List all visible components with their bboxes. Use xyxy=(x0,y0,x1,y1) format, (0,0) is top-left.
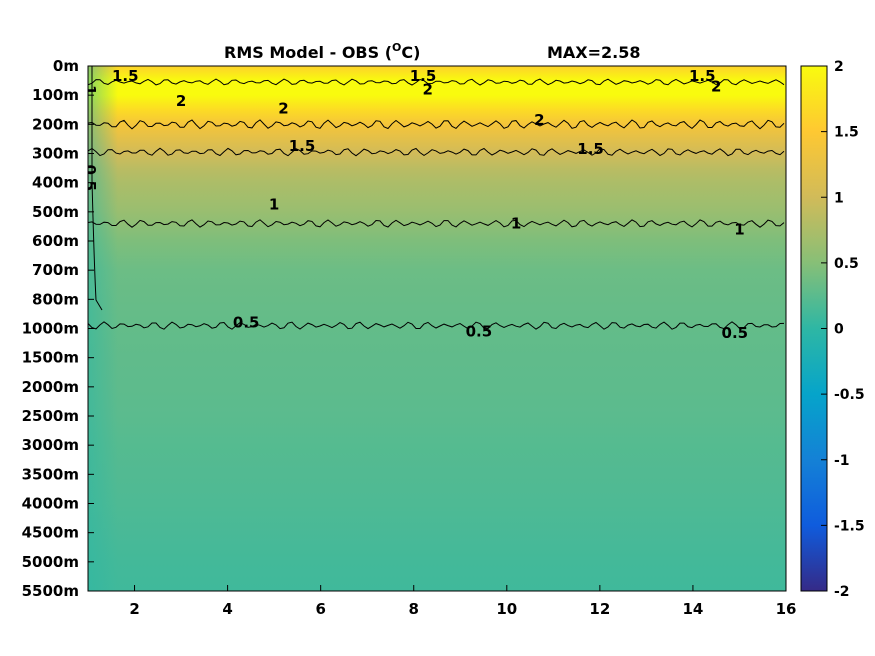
y-tick-label: 3000m xyxy=(22,436,79,454)
max-label: MAX=2.58 xyxy=(547,43,641,62)
chart-title: RMS Model - OBS (OC) xyxy=(224,41,420,62)
contour-label: 2 xyxy=(422,80,432,98)
colorbar-tick-label: 0.5 xyxy=(834,256,859,272)
contour-lines xyxy=(88,66,785,330)
x-tick-label: 4 xyxy=(222,600,232,618)
heatmap-field xyxy=(88,66,786,591)
x-tick-label: 2 xyxy=(129,600,139,618)
colorbar-tick-label: 0 xyxy=(834,322,844,338)
y-tick-label: 700m xyxy=(32,261,79,279)
x-tick-label: 6 xyxy=(315,600,325,618)
y-tick-label: 1500m xyxy=(22,349,79,367)
contour-line-1 xyxy=(88,219,785,228)
contour-label: 1 xyxy=(269,196,279,214)
y-tick-label: 400m xyxy=(32,174,79,192)
contour-line-1-5 xyxy=(88,147,785,157)
y-tick-label: 100m xyxy=(32,86,79,104)
y-tick-label: 3500m xyxy=(22,465,79,483)
contour-line-0-5 xyxy=(88,321,785,330)
y-tick-label: 2000m xyxy=(22,378,79,396)
y-tick-label: 4500m xyxy=(22,524,79,542)
colorbar-tick-label: 2 xyxy=(834,59,844,75)
colorbar-tick-label: -1.5 xyxy=(834,518,865,534)
colorbar-tick-label: -1 xyxy=(834,453,850,469)
colorbar-tick-label: 1.5 xyxy=(834,125,859,141)
y-axis: 0m 100m 200m 300m 400m 500m 600m 700m 800m 1000m 1… xyxy=(22,57,94,600)
contour-line-left-edge xyxy=(91,66,103,311)
y-tick-label: 5500m xyxy=(22,582,79,600)
contour-label: 0.5 xyxy=(466,322,493,340)
x-tick-label: 8 xyxy=(409,600,419,618)
contour-label: 1.5 xyxy=(289,137,316,155)
y-tick-label: 800m xyxy=(32,290,79,308)
y-tick-label: 4000m xyxy=(22,495,79,513)
x-tick-label: 10 xyxy=(496,600,517,618)
contour-label: 2 xyxy=(534,111,544,129)
contour-label: 1 xyxy=(81,85,99,95)
y-tick-label: 1000m xyxy=(22,320,79,338)
colorbar-tick-label: -2 xyxy=(834,584,850,600)
contour-label: 1.5 xyxy=(689,67,716,85)
x-tick-label: 12 xyxy=(589,600,610,618)
contour-label: 2 xyxy=(278,99,288,117)
x-tick-label: 16 xyxy=(776,600,797,618)
contour-label: 1 xyxy=(511,215,521,233)
x-axis: 2 4 6 8 10 12 14 16 xyxy=(129,585,796,618)
y-tick-label: 0m xyxy=(53,57,79,75)
contour-line-2-top xyxy=(88,78,785,86)
colorbar-tick-label: -0.5 xyxy=(834,387,865,403)
y-tick-label: 600m xyxy=(32,232,79,250)
x-tick-label: 14 xyxy=(682,600,703,618)
y-tick-label: 500m xyxy=(32,203,79,221)
contour-label: 0.5 xyxy=(722,324,749,342)
y-tick-label: 2500m xyxy=(22,407,79,425)
contour-label: 0.5 xyxy=(233,314,260,332)
contour-label: 1.5 xyxy=(577,140,604,158)
contour-label: 2 xyxy=(176,92,186,110)
y-tick-label: 200m xyxy=(32,115,79,133)
y-tick-label: 5000m xyxy=(22,553,79,571)
contour-label: 0.5 xyxy=(81,164,99,191)
contour-line-2-bottom xyxy=(88,119,785,130)
contour-label: 2 xyxy=(711,77,721,95)
contour-label: 1.5 xyxy=(112,67,139,85)
colorbar-ticks: 2 1.5 1 0.5 0 -0.5 -1 -1.5 -2 xyxy=(821,59,865,600)
contour-label: 1.5 xyxy=(410,67,437,85)
colorbar-tick-label: 1 xyxy=(834,190,844,206)
y-tick-label: 300m xyxy=(32,145,79,163)
contour-label: 1 xyxy=(734,220,744,238)
